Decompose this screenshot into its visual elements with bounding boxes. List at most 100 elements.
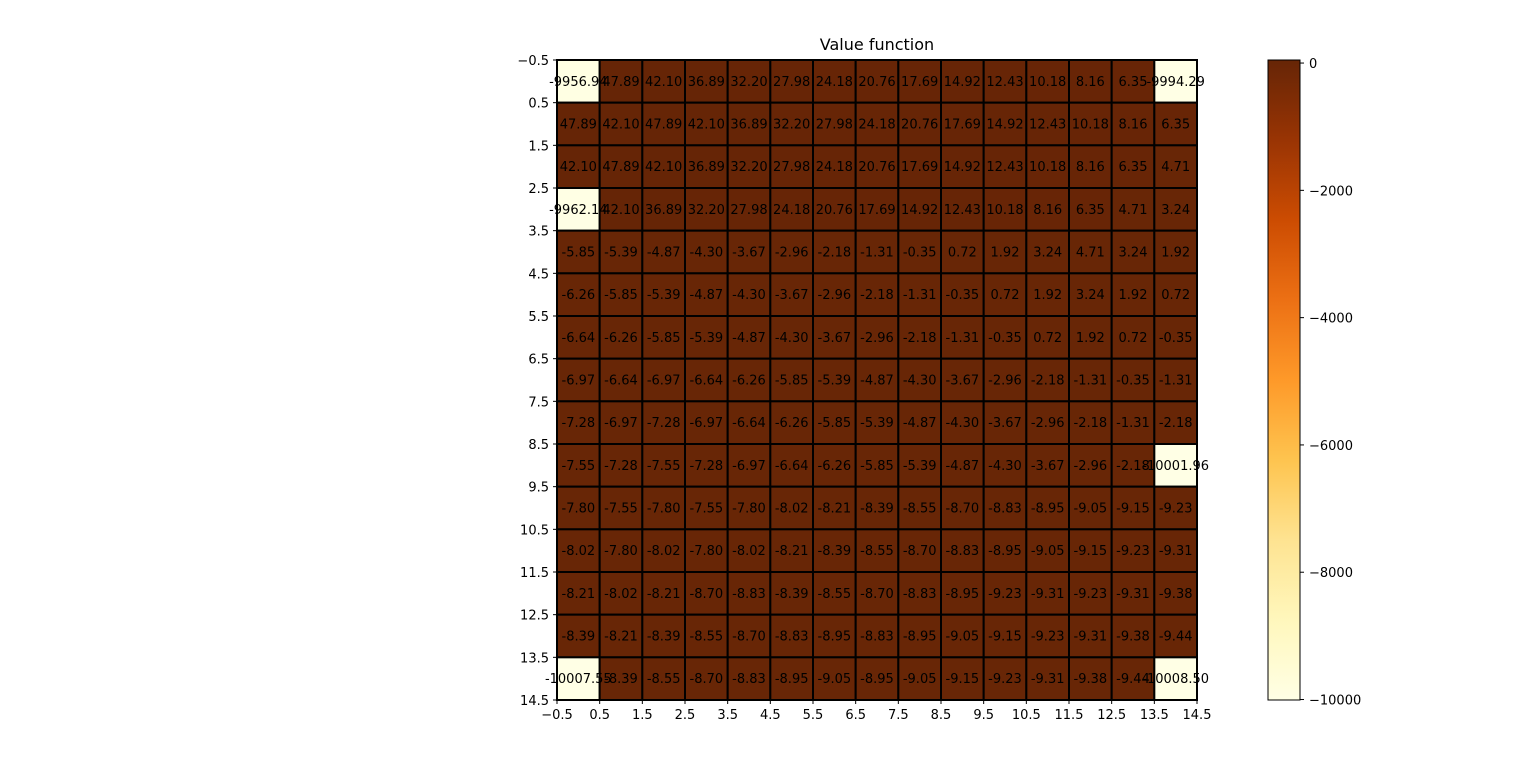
- heatmap-cell: [641, 528, 686, 573]
- cell-value-label: 0.72: [991, 288, 1020, 303]
- heatmap-cell: [1025, 485, 1071, 531]
- cell-value-label: 42.10: [602, 203, 639, 218]
- cell-value-label: 14.92: [944, 160, 981, 175]
- cell-value-label: -9.38: [1074, 672, 1108, 687]
- heatmap-cell: [1068, 443, 1113, 488]
- cell-value-label: -9.23: [1031, 630, 1065, 645]
- cell-value-label: -9.23: [988, 587, 1022, 602]
- cell-value-label: -8.21: [818, 502, 852, 517]
- cell-value-label: -2.18: [1116, 459, 1150, 474]
- heatmap-cell: [982, 528, 1028, 573]
- y-tick-label: 5.5: [528, 310, 549, 325]
- cell-value-label: -8.95: [903, 630, 937, 645]
- cell-value-label: -4.30: [946, 416, 980, 431]
- cell-value-label: 1.92: [1076, 331, 1105, 346]
- heatmap-cell: [769, 272, 814, 318]
- cell-value-label: 24.18: [858, 118, 895, 133]
- heatmap-cell: [812, 443, 857, 488]
- cell-value-label: -8.39: [818, 544, 852, 559]
- cell-value-label: -8.95: [1031, 502, 1065, 517]
- y-tick-label: 1.5: [528, 139, 549, 154]
- heatmap-cell: [982, 571, 1028, 616]
- cell-value-label: -8.02: [562, 544, 596, 559]
- heatmap-cell: [940, 443, 985, 488]
- cell-value-label: -3.67: [988, 416, 1022, 431]
- heatmap-cell: [854, 59, 900, 104]
- colorbar-tick-label: −8000: [1309, 566, 1353, 581]
- cell-value-label: -9994.29: [1146, 75, 1204, 90]
- cell-value-label: 32.20: [773, 118, 810, 133]
- heatmap-cell: [854, 315, 900, 360]
- x-tick-label: 1.5: [632, 708, 653, 723]
- cell-value-label: 1.92: [1033, 288, 1062, 303]
- cell-value-label: -9.05: [1031, 544, 1065, 559]
- cell-value-label: -7.28: [647, 416, 681, 431]
- heatmap-cell: [598, 272, 644, 318]
- cell-value-label: -5.85: [647, 331, 681, 346]
- heatmap-cell: [812, 613, 857, 659]
- cell-value-label: 10.18: [1029, 75, 1066, 90]
- cell-value-label: -9.31: [1031, 672, 1065, 687]
- heatmap-cell: [1025, 400, 1071, 446]
- x-tick-label: 6.5: [845, 708, 866, 723]
- cell-value-label: 4.71: [1076, 246, 1105, 261]
- heatmap-cell: [726, 187, 772, 232]
- x-tick-label: 10.5: [1012, 708, 1041, 723]
- cell-value-label: 3.24: [1076, 288, 1105, 303]
- cell-value-label: -6.97: [732, 459, 766, 474]
- heatmap-cell: [812, 571, 857, 616]
- y-tick-label: 14.5: [520, 694, 549, 709]
- colorbar-tick-label: −10000: [1309, 694, 1361, 709]
- cell-value-label: -9.23: [1159, 502, 1193, 517]
- cell-value-label: -9.23: [1116, 544, 1150, 559]
- cell-value-label: -7.55: [690, 502, 724, 517]
- cell-value-label: -9.31: [1116, 587, 1150, 602]
- cell-value-label: 12.43: [944, 203, 981, 218]
- heatmap-cell: [769, 315, 814, 360]
- cell-value-label: 42.10: [688, 118, 725, 133]
- cell-value-label: -9.05: [903, 672, 937, 687]
- cell-value-label: -2.96: [1031, 416, 1065, 431]
- cell-value-label: -5.85: [562, 246, 596, 261]
- cell-value-label: -7.80: [562, 502, 596, 517]
- colorbar-tick-label: −6000: [1309, 439, 1353, 454]
- chart-title: Value function: [820, 35, 934, 54]
- heatmap-cell: [1110, 528, 1156, 573]
- cell-value-label: -4.30: [690, 246, 724, 261]
- cell-value-label: 27.98: [816, 118, 853, 133]
- cell-value-label: 47.89: [560, 118, 597, 133]
- cell-value-label: -7.80: [732, 502, 766, 517]
- cell-value-label: 47.89: [602, 75, 639, 90]
- cell-value-label: -3.67: [775, 288, 809, 303]
- cell-value-label: 8.16: [1119, 118, 1148, 133]
- heatmap-cell: [940, 59, 985, 104]
- heatmap-cell: [598, 656, 644, 701]
- cell-value-label: -8.02: [775, 502, 809, 517]
- colorbar-tick-label: −2000: [1309, 184, 1353, 199]
- cell-value-label: -8.39: [647, 630, 681, 645]
- cell-value-label: 42.10: [560, 160, 597, 175]
- heatmap-cell: [556, 187, 601, 232]
- colorbar-ticks: 0 −2000 −4000 −6000 −8000 −10000: [1300, 57, 1361, 709]
- cell-value-label: -8.83: [860, 630, 894, 645]
- cell-value-label: -6.64: [732, 416, 766, 431]
- heatmap-cell: [982, 485, 1028, 531]
- cell-value-label: -4.87: [690, 288, 724, 303]
- cell-value-label: 6.35: [1076, 203, 1105, 218]
- heatmap-cell: [641, 187, 686, 232]
- heatmap-cell: [897, 229, 942, 275]
- y-tick-label: 0.5: [528, 97, 549, 112]
- cell-value-label: -7.28: [604, 459, 638, 474]
- cell-value-label: -6.97: [690, 416, 724, 431]
- cell-value-label: 6.35: [1119, 75, 1148, 90]
- cell-value-label: 1.92: [1119, 288, 1148, 303]
- heatmap-cell: [1110, 571, 1156, 616]
- heatmap-cell: [726, 101, 772, 147]
- cell-value-label: 0.72: [1161, 288, 1190, 303]
- cell-value-label: -9.05: [1074, 502, 1108, 517]
- y-tick-label: 12.5: [520, 609, 549, 624]
- cell-value-label: -8.55: [647, 672, 681, 687]
- cell-value-label: -6.26: [604, 331, 638, 346]
- heatmap-cell: [940, 187, 985, 232]
- cell-value-label: 42.10: [602, 118, 639, 133]
